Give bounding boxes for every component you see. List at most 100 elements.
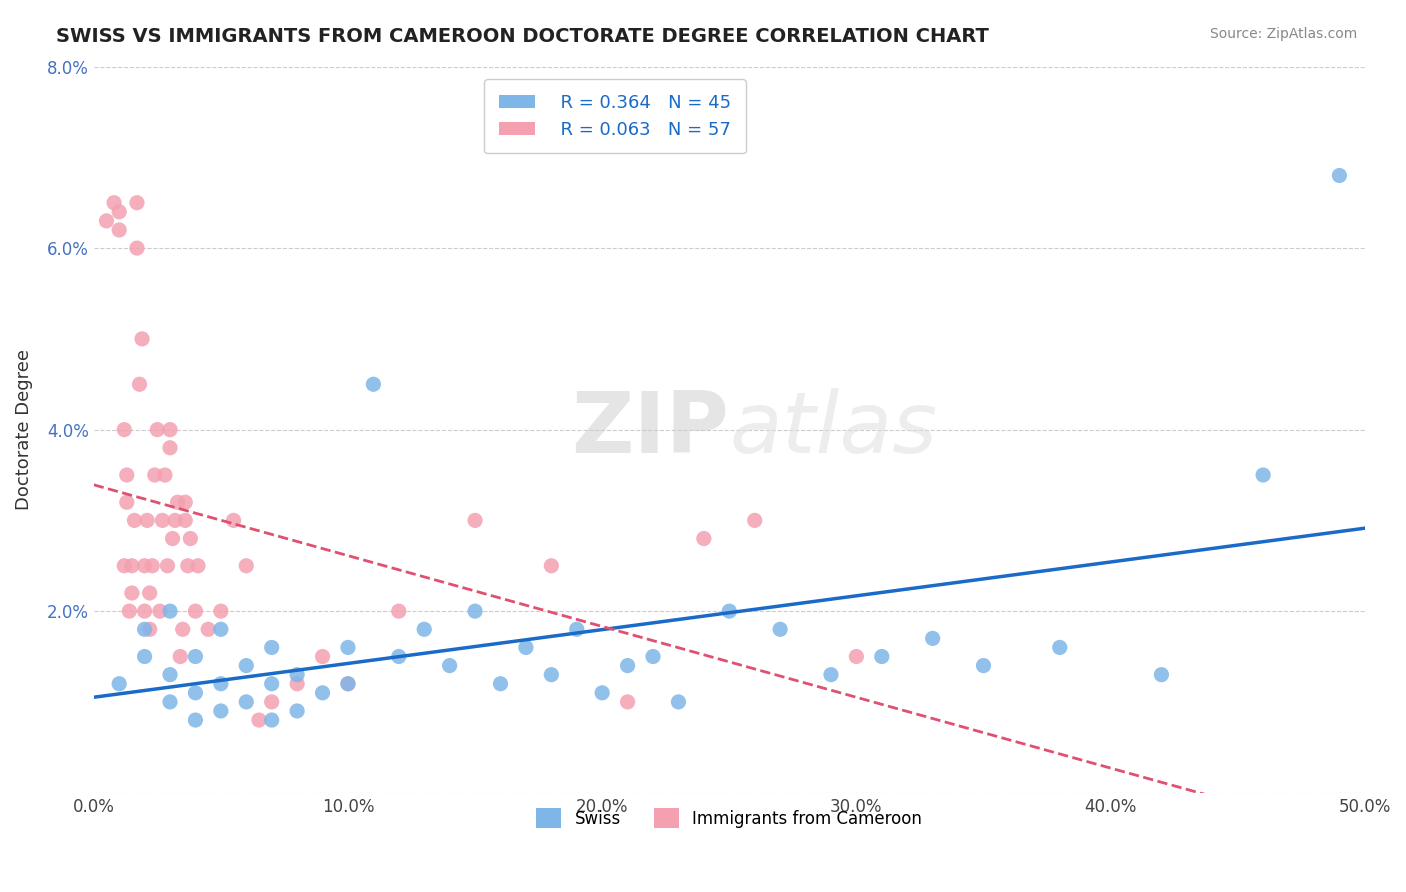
Point (1329, 169, 1351, 183)
Point (363, 377, 385, 392)
Point (118, 604, 141, 618)
Point (150, 513, 173, 527)
Point (156, 558, 179, 573)
Text: Source: ZipAtlas.com: Source: ZipAtlas.com (1209, 27, 1357, 41)
Point (336, 640, 359, 655)
Point (1150, 667, 1173, 681)
Point (174, 495, 197, 509)
Point (179, 532, 201, 546)
Point (138, 586, 160, 600)
Point (174, 513, 197, 527)
Point (1049, 640, 1071, 655)
Point (108, 204, 131, 219)
Text: atlas: atlas (730, 388, 938, 471)
Point (124, 513, 146, 527)
Point (112, 423, 135, 437)
Point (128, 377, 150, 392)
Point (515, 640, 537, 655)
Point (1251, 468, 1274, 483)
Point (159, 667, 181, 681)
Point (641, 649, 664, 664)
Text: SWISS VS IMMIGRANTS FROM CAMEROON DOCTORATE DEGREE CORRELATION CHART: SWISS VS IMMIGRANTS FROM CAMEROON DOCTOR… (56, 27, 988, 45)
Point (591, 686, 613, 700)
Point (222, 513, 245, 527)
Point (260, 695, 283, 709)
Point (336, 677, 359, 691)
Point (125, 195, 148, 210)
Point (159, 695, 181, 709)
Point (235, 658, 257, 673)
Point (769, 622, 792, 636)
Point (845, 649, 868, 664)
Point (187, 558, 209, 573)
Point (125, 241, 148, 255)
Point (540, 667, 562, 681)
Point (162, 532, 184, 546)
Point (489, 677, 512, 691)
Point (209, 677, 232, 691)
Point (103, 195, 125, 210)
Text: ZIP: ZIP (571, 388, 730, 471)
Point (260, 713, 283, 727)
Point (108, 677, 131, 691)
Point (159, 604, 181, 618)
Point (169, 649, 191, 664)
Point (972, 658, 994, 673)
Point (235, 695, 257, 709)
Point (285, 704, 308, 718)
Point (209, 704, 232, 718)
Point (820, 667, 842, 681)
Point (146, 423, 169, 437)
Point (134, 558, 156, 573)
Point (134, 604, 156, 618)
Point (165, 513, 187, 527)
Point (115, 468, 138, 483)
Point (134, 622, 156, 636)
Point (744, 513, 766, 527)
Point (184, 713, 207, 727)
Point (616, 695, 638, 709)
Point (184, 649, 207, 664)
Point (336, 677, 359, 691)
Point (138, 622, 160, 636)
Point (870, 649, 893, 664)
Point (197, 622, 219, 636)
Point (311, 686, 333, 700)
Point (209, 604, 232, 618)
Point (166, 495, 188, 509)
Point (112, 558, 135, 573)
Point (108, 223, 131, 237)
Point (235, 558, 257, 573)
Point (159, 423, 181, 437)
Point (464, 513, 486, 527)
Point (131, 332, 153, 346)
Point (172, 622, 194, 636)
Legend: Swiss, Immigrants from Cameroon: Swiss, Immigrants from Cameroon (530, 802, 929, 835)
Point (121, 586, 143, 600)
Y-axis label: Doctorate Degree: Doctorate Degree (15, 349, 32, 510)
Point (115, 495, 138, 509)
Point (285, 667, 308, 681)
Point (718, 604, 741, 618)
Point (209, 622, 232, 636)
Point (260, 640, 283, 655)
Point (921, 632, 943, 646)
Point (540, 558, 562, 573)
Point (136, 513, 159, 527)
Point (260, 677, 283, 691)
Point (184, 604, 207, 618)
Point (143, 468, 166, 483)
Point (285, 677, 308, 691)
Point (693, 532, 716, 546)
Point (413, 622, 436, 636)
Point (159, 441, 181, 455)
Point (439, 658, 461, 673)
Point (668, 695, 690, 709)
Point (388, 649, 411, 664)
Point (141, 558, 163, 573)
Point (565, 622, 588, 636)
Point (149, 604, 172, 618)
Point (153, 468, 176, 483)
Point (616, 658, 638, 673)
Point (121, 558, 143, 573)
